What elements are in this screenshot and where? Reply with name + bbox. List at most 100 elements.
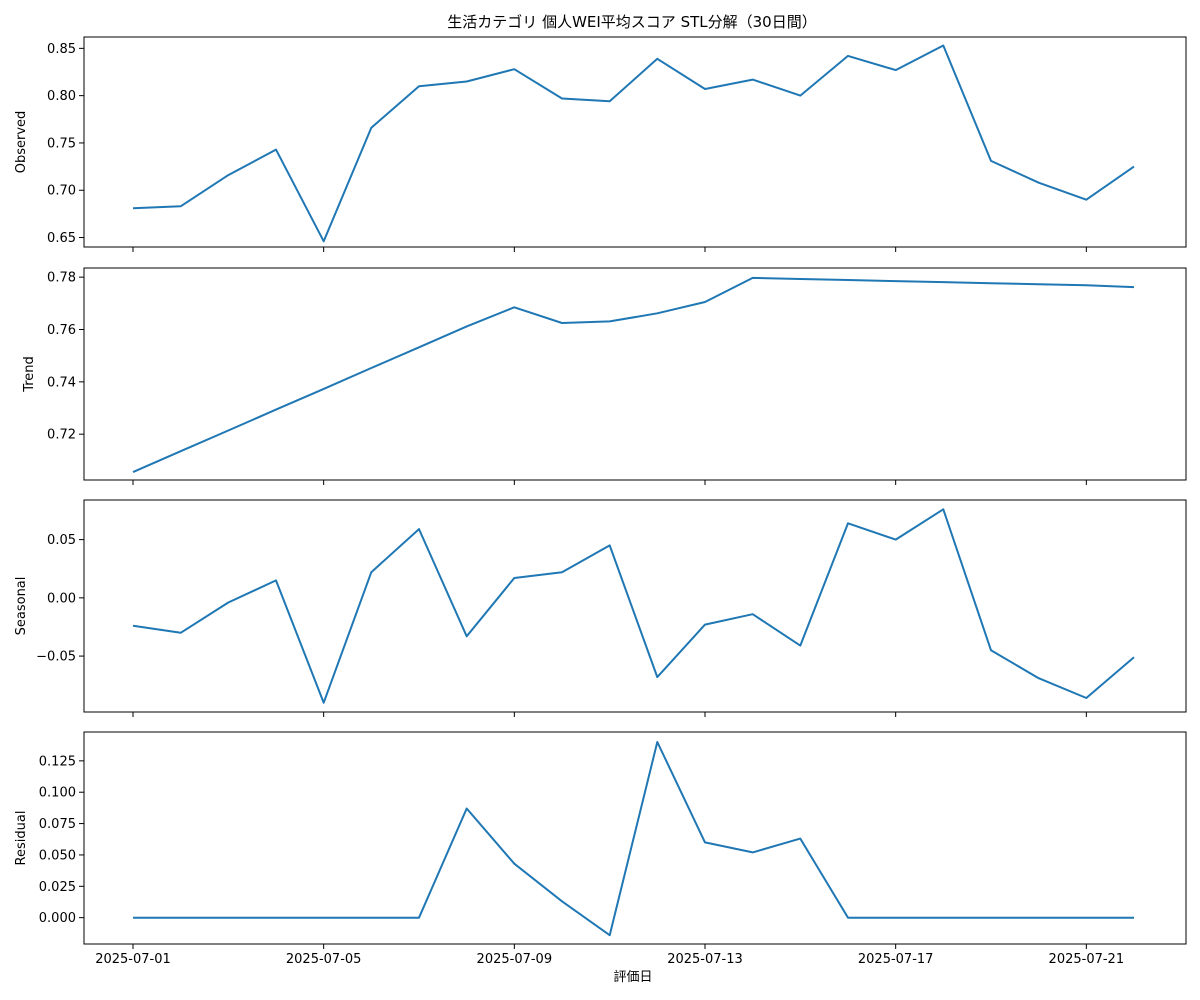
x-tick-label: 2025-07-09 [477, 952, 553, 967]
data-point [132, 917, 134, 919]
data-point [1038, 917, 1040, 919]
data-point [609, 544, 611, 546]
data-point [990, 649, 992, 651]
data-point [990, 917, 992, 919]
panel-residual: 0.000 0.025 0.050 0.075 0.100 0.125 2025-07-01… [14, 731, 1187, 967]
data-point [227, 430, 229, 432]
data-point [704, 301, 706, 303]
data-point [466, 635, 468, 637]
data-point [323, 240, 325, 242]
data-point [275, 409, 277, 411]
data-point [1085, 284, 1087, 286]
data-point [323, 702, 325, 704]
data-point [752, 277, 754, 279]
data-point [895, 539, 897, 541]
data-point [847, 917, 849, 919]
data-point [1038, 182, 1040, 184]
data-point [990, 282, 992, 284]
data-point [799, 95, 801, 97]
y-tick-label: 0.075 [39, 817, 76, 832]
y-tick-label: 0.72 [47, 428, 76, 443]
panel-observed: 0.65 0.70 0.75 0.80 0.85 Observed [14, 36, 1187, 252]
data-point [990, 160, 992, 162]
data-point [275, 149, 277, 151]
data-point [942, 508, 944, 510]
x-tick-label: 2025-07-17 [858, 952, 934, 967]
data-point [180, 632, 182, 634]
data-point [370, 917, 372, 919]
data-point [132, 207, 134, 209]
data-point [847, 522, 849, 524]
y-tick-label: 0.78 [47, 271, 76, 286]
data-point [799, 278, 801, 280]
y-tick-label: 0.75 [47, 136, 76, 151]
data-point [370, 367, 372, 369]
data-point [466, 325, 468, 327]
data-point [466, 808, 468, 810]
data-point [1133, 656, 1135, 658]
y-axis-label: Residual [14, 811, 29, 866]
data-point [799, 645, 801, 647]
data-point [370, 127, 372, 129]
data-point [227, 174, 229, 176]
data-point [275, 579, 277, 581]
data-point [704, 841, 706, 843]
data-point [370, 571, 372, 573]
data-point [418, 85, 420, 87]
y-tick-label: 0.100 [39, 786, 76, 801]
y-tick-label: 0.025 [39, 880, 76, 895]
data-point [180, 205, 182, 207]
series-line-residual [133, 741, 1134, 937]
data-point [132, 625, 134, 627]
panel-frame [83, 36, 1187, 248]
data-point [1038, 677, 1040, 679]
data-point [752, 613, 754, 615]
y-tick-label: 0.76 [47, 323, 76, 338]
data-point [942, 45, 944, 47]
y-tick-label: 0.65 [47, 231, 76, 246]
x-tick-label: 2025-07-13 [667, 952, 743, 967]
data-point [942, 281, 944, 283]
data-point [895, 917, 897, 919]
data-point [132, 471, 134, 473]
data-point [513, 863, 515, 865]
y-tick-label: 0.05 [47, 533, 76, 548]
data-point [418, 528, 420, 530]
y-tick-label: 0.70 [47, 184, 76, 199]
y-tick-label: 0.125 [39, 754, 76, 769]
data-point [847, 55, 849, 57]
panel-frame [83, 499, 1187, 713]
data-point [513, 68, 515, 70]
x-axis-label: 評価日 [613, 970, 652, 985]
data-point [418, 346, 420, 348]
y-tick-label: 0.85 [47, 42, 76, 57]
data-point [323, 917, 325, 919]
panel-frame [83, 731, 1187, 945]
series-line-seasonal [132, 508, 1135, 704]
data-point [752, 79, 754, 81]
y-axis-label: Observed [14, 111, 29, 174]
data-point [180, 450, 182, 452]
y-axis-label: Trend [22, 356, 37, 393]
data-point [561, 571, 563, 573]
data-point [799, 838, 801, 840]
data-point [227, 602, 229, 604]
data-point [227, 917, 229, 919]
panel-trend: 0.72 0.74 0.76 0.78 Trend [22, 267, 1187, 485]
y-tick-label: 0.050 [39, 848, 76, 863]
x-tick-label: 2025-07-05 [286, 952, 362, 967]
data-point [609, 100, 611, 102]
chart-title: 生活カテゴリ 個人WEI平均スコア STL分解（30日間） [447, 13, 816, 31]
data-point [1038, 283, 1040, 285]
data-point [752, 851, 754, 853]
data-point [561, 900, 563, 902]
data-point [704, 624, 706, 626]
series-line-trend [132, 276, 1135, 474]
data-point [847, 279, 849, 281]
x-tick-label: 2025-07-01 [95, 952, 171, 967]
data-point [656, 676, 658, 678]
data-point [656, 58, 658, 60]
data-point [561, 322, 563, 324]
data-point [466, 80, 468, 82]
panel-seasonal: 0.05 0.00 −0.05 Seasonal [14, 499, 1187, 717]
